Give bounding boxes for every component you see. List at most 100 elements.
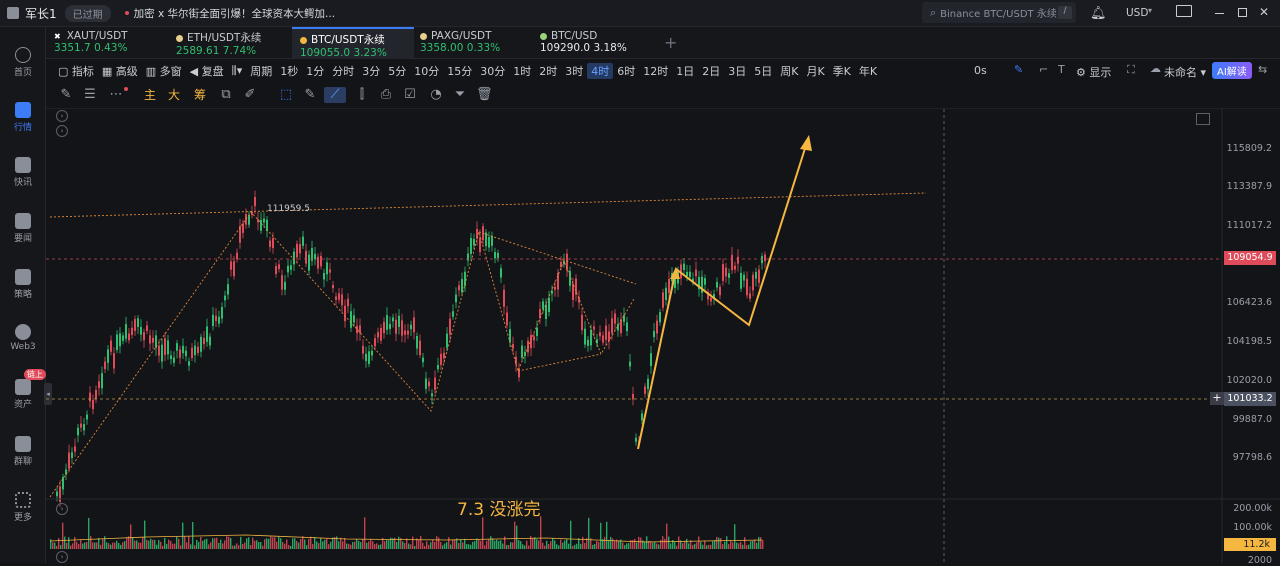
volume-bar [70, 545, 72, 549]
display-button[interactable]: ⚙ 显示 [1076, 66, 1112, 79]
sidebar-item-home[interactable]: 首页 [0, 47, 46, 78]
brush-icon[interactable]: ✎ [304, 87, 316, 102]
tab-btc-perp[interactable]: BTC/USDT永续 109055.0 3.23% [292, 27, 414, 59]
period-button[interactable]: 周期 [250, 65, 273, 78]
candle-body [560, 261, 562, 268]
list-icon[interactable]: ☰ [84, 87, 96, 102]
pen-icon[interactable]: ✎ [1014, 63, 1024, 76]
interval-1秒[interactable]: 1秒 [280, 65, 299, 78]
palette-icon[interactable]: ◔ [430, 87, 442, 102]
layout-name-select[interactable]: 未命名 ▾ [1164, 66, 1207, 79]
news-marquee[interactable]: 加密 x 华尔街全面引爆！全球资本大鳄加... [133, 7, 336, 20]
sidebar-item-chat[interactable]: 群聊 [0, 436, 46, 467]
interval-3日[interactable]: 3日 [728, 65, 747, 78]
interval-5日[interactable]: 5日 [754, 65, 773, 78]
interval-周K[interactable]: 周K [780, 65, 799, 78]
note-icon[interactable]: ☑ [404, 87, 416, 102]
interval-1时[interactable]: 1时 [513, 65, 532, 78]
sidebar-item-flash[interactable]: 快讯 [0, 157, 46, 188]
more-icon[interactable]: ⇆ [1258, 63, 1268, 76]
close-icon[interactable]: ✕ [1259, 5, 1270, 19]
text-icon[interactable]: T [1058, 63, 1065, 76]
fullscreen-icon[interactable]: ⛶ [1127, 63, 1135, 76]
ai-button[interactable]: AI解读 [1212, 62, 1252, 79]
replay-button[interactable]: ◀ 复盘 [189, 65, 224, 78]
interval-2时[interactable]: 2时 [539, 65, 558, 78]
sidebar-item-more[interactable]: 更多 [0, 492, 46, 523]
volume-bar [360, 542, 362, 549]
chart-canvas[interactable] [46, 109, 1280, 563]
multi-window-button[interactable]: ▥ 多窗 [145, 65, 182, 78]
minimize-icon[interactable] [1215, 13, 1224, 14]
currency-select[interactable]: USD [1126, 7, 1149, 19]
mail-icon[interactable] [1176, 5, 1192, 17]
search-input[interactable]: Binance BTC/USDT 永续 [940, 9, 1057, 20]
big-order-button[interactable]: 大 [167, 88, 180, 102]
pencil-icon[interactable]: ✐ [244, 87, 256, 102]
interval-5分[interactable]: 5分 [388, 65, 407, 78]
more-tools-icon[interactable]: ⋯ [109, 87, 123, 102]
candle-body [272, 238, 274, 248]
sidebar-item-market[interactable]: 行情 [0, 102, 46, 133]
interval-4时[interactable]: 4时 [587, 63, 614, 79]
ruler-icon[interactable]: ✎ [60, 87, 72, 102]
trash-icon[interactable]: 🗑︎ [476, 87, 493, 102]
sidebar-collapse-handle[interactable]: ◂ [44, 383, 52, 405]
chips-button[interactable]: 筹 [193, 88, 206, 102]
volume-bar [376, 543, 378, 549]
interval-季K[interactable]: 季K [832, 65, 851, 78]
position-icon[interactable]: ⎙ [380, 87, 392, 102]
collapse-indicator-icon[interactable]: › [56, 551, 68, 563]
filter-icon[interactable]: ⏷ [454, 87, 466, 102]
magnet-icon[interactable]: ⧉ [221, 87, 231, 102]
sidebar-item-headlines[interactable]: 要闻 [0, 213, 46, 244]
bracket-icon[interactable]: ⌐ [1039, 63, 1049, 76]
restore-icon[interactable] [1238, 8, 1247, 17]
bell-icon[interactable]: 🔔︎ [1090, 6, 1107, 21]
indicators-button[interactable]: ▢ 指标 [58, 65, 94, 78]
crosshair-add-icon[interactable]: + [1210, 392, 1224, 405]
tab-eth[interactable]: ETH/USDT永续 2589.61 7.74% [168, 27, 292, 59]
candles-icon[interactable]: ⫿ [359, 87, 365, 102]
interval-年K[interactable]: 年K [858, 65, 878, 78]
tab-paxg[interactable]: PAXG/USDT 3358.00 0.33% [412, 27, 530, 59]
volume-bar [746, 545, 748, 549]
tab-btc-usd[interactable]: BTC/USD 109290.0 3.18% [532, 27, 650, 59]
interval-分时[interactable]: 分时 [332, 65, 355, 78]
add-tab-icon[interactable]: + [664, 33, 678, 52]
collapse-indicator-icon[interactable]: › [56, 125, 68, 137]
interval-12时[interactable]: 12时 [643, 65, 669, 78]
interval-6时[interactable]: 6时 [617, 65, 636, 78]
interval-3时[interactable]: 3时 [565, 65, 584, 78]
interval-1分[interactable]: 1分 [306, 65, 325, 78]
search-box[interactable]: ⌕ Binance BTC/USDT 永续 / [922, 2, 1076, 23]
interval-月K[interactable]: 月K [806, 65, 825, 78]
chart-type-icon[interactable]: ⫼▾ [231, 64, 243, 77]
close-icon[interactable]: ✖ [54, 32, 61, 41]
interval-2日[interactable]: 2日 [702, 65, 721, 78]
interval-1日[interactable]: 1日 [676, 65, 695, 78]
tab-xaut[interactable]: ✖ XAUT/USDT 3351.7 0.43% [46, 27, 166, 59]
screenshot-icon[interactable] [1196, 113, 1210, 125]
volume-bar [78, 544, 80, 549]
sidebar-item-strategy[interactable]: 策略 [0, 269, 46, 300]
sidebar-item-web3[interactable]: Web3 [0, 324, 46, 352]
volume-bar [754, 539, 756, 549]
collapse-indicator-icon[interactable]: › [56, 503, 68, 515]
advanced-button[interactable]: ▦ 高级 [101, 65, 138, 78]
candle-body [377, 332, 379, 338]
volume-bar [196, 539, 198, 549]
interval-10分[interactable]: 10分 [414, 65, 440, 78]
sidebar-item-assets[interactable]: 链上 资产 [0, 369, 46, 410]
interval-30分[interactable]: 30分 [480, 65, 506, 78]
main-chip-button[interactable]: 主 [143, 88, 156, 102]
trendline-tool-icon[interactable]: ⟋ [324, 87, 346, 103]
volume-bar [218, 542, 220, 549]
user-name[interactable]: 军长1 [25, 6, 57, 21]
cursor-icon[interactable]: ⬚ [279, 87, 293, 102]
collapse-indicator-icon[interactable]: › [56, 110, 68, 122]
price-chart[interactable]: › › › › 7.3 没涨完 111959.5 115809.2 113387… [46, 109, 1280, 566]
interval-3分[interactable]: 3分 [362, 65, 381, 78]
interval-15分[interactable]: 15分 [447, 65, 473, 78]
volume-bar [268, 538, 270, 549]
